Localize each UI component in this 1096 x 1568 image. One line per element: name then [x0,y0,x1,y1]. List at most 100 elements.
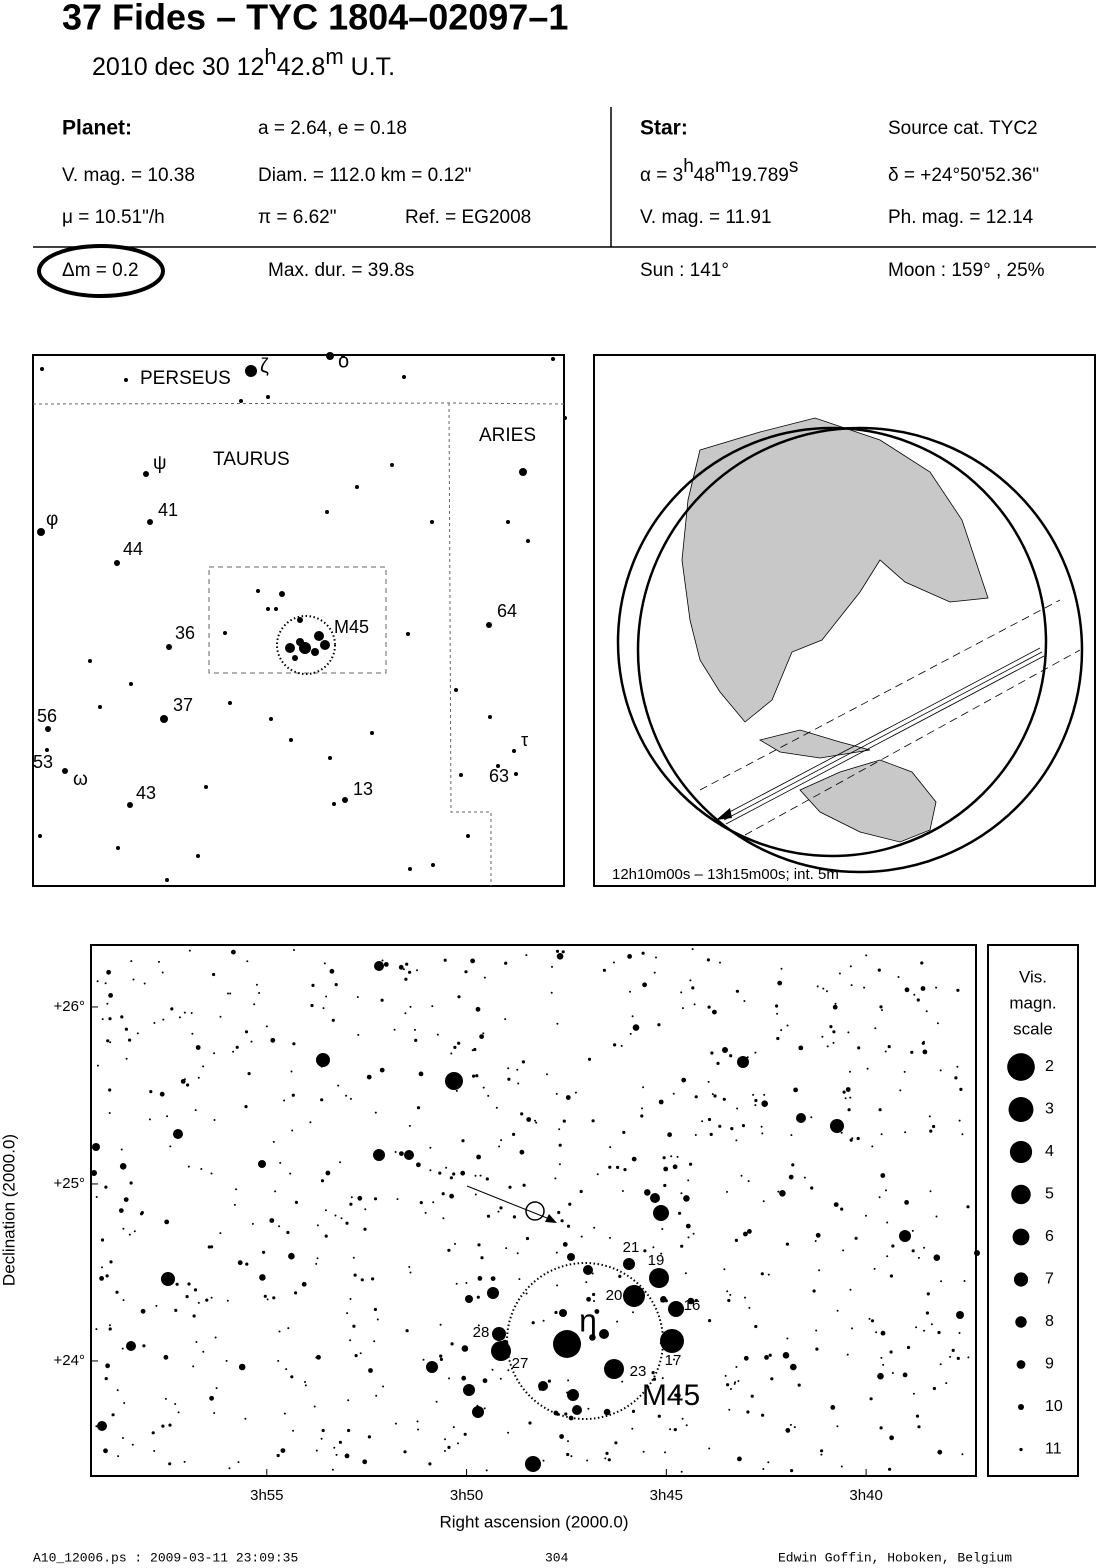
field-star [657,1414,661,1418]
finder-star [166,644,172,650]
field-star [691,948,694,951]
field-star [694,1095,698,1099]
field-star [174,1308,178,1312]
field-star [414,1028,416,1031]
field-star [511,1132,516,1136]
field-star [313,1405,316,1408]
finder-star [466,834,470,838]
field-star [131,1443,134,1446]
orbit: a = 2.64, e = 0.18 [258,118,407,139]
diam: Diam. = 112.0 km = 0.12" [258,165,471,186]
field-star [381,959,384,962]
land [681,417,989,843]
field-star [212,972,216,977]
finder-star [160,715,168,723]
field-star [368,1368,373,1373]
field-star [237,1461,240,1464]
field-star [653,971,656,974]
field-star [516,1068,519,1071]
field-star [279,1161,282,1164]
field-star [631,1156,637,1162]
finder-star [98,705,102,709]
field-star [453,1045,457,1049]
legend-label: 10 [1045,1398,1063,1415]
legend-title: scale [1013,1019,1053,1038]
field-star [404,977,408,981]
field-star [251,1222,254,1225]
field-star [475,1006,481,1012]
field-star [104,1377,108,1381]
field-star [642,1086,645,1089]
field-star [125,1057,128,1060]
finder-star [314,631,324,641]
field-star [880,1356,883,1359]
field-star [734,1381,737,1384]
field-star [623,1168,627,1172]
field-star [814,1240,817,1242]
field-star [214,1336,217,1339]
field-star [937,1449,943,1455]
parallax: π = 6.62" [258,207,337,228]
field-star [689,979,692,982]
field-star [761,1132,764,1135]
field-star [518,1278,521,1281]
field-star [436,1033,439,1036]
field-star [213,1412,216,1414]
field-star [642,1450,645,1453]
field-star [761,1413,765,1417]
field-star [324,1234,328,1238]
field-star [821,1035,824,1038]
field-star [439,1354,443,1358]
field-star [803,1176,806,1179]
field-star [238,1363,246,1371]
field-star [350,1196,353,1199]
field-star [108,1327,112,1331]
field-star [402,968,405,971]
finder-star [341,354,345,358]
finder-label: τ [521,730,528,750]
field-star [316,1354,321,1360]
field-star [315,1262,318,1265]
y-tick-label: +24° [54,1352,85,1369]
field-star [507,1077,511,1081]
field-star [631,1427,634,1430]
field-star [830,1405,836,1410]
field-star [618,1274,622,1278]
field-star [729,1293,732,1296]
field-star [750,1394,754,1398]
field-star [793,1087,798,1093]
field-star [408,1266,411,1268]
field-star [902,1372,908,1378]
finder-star [228,701,232,705]
field-star [564,1412,568,1416]
field-star [716,1061,720,1065]
field-star [554,1177,557,1180]
source: Source cat. TYC2 [888,118,1038,139]
field-star [730,1127,734,1131]
ra: α = 3h48m19.789s [640,156,798,186]
field-star [213,1052,216,1055]
field-star [620,1044,623,1047]
field-star [193,1288,198,1292]
ref: Ref. = EG2008 [405,207,531,228]
field-star [735,1139,738,1142]
legend-dot [1008,1097,1034,1122]
field-star [932,1386,937,1391]
field-star [324,1209,327,1212]
field-star [283,1412,286,1415]
field-star [487,1094,490,1097]
field-star [164,1397,167,1400]
field-star [558,1128,561,1131]
field-star [228,1467,231,1470]
finder-star [402,375,406,379]
field-star [291,1129,294,1132]
field-star [337,1084,340,1087]
field-star [344,1453,350,1459]
sun: Sun : 141° [640,260,729,281]
field-star [505,1247,508,1250]
field-star [253,1003,256,1006]
field-star [209,1395,215,1401]
field-star [210,1296,213,1299]
field-star [788,1174,794,1180]
finder-label: 43 [136,783,156,803]
